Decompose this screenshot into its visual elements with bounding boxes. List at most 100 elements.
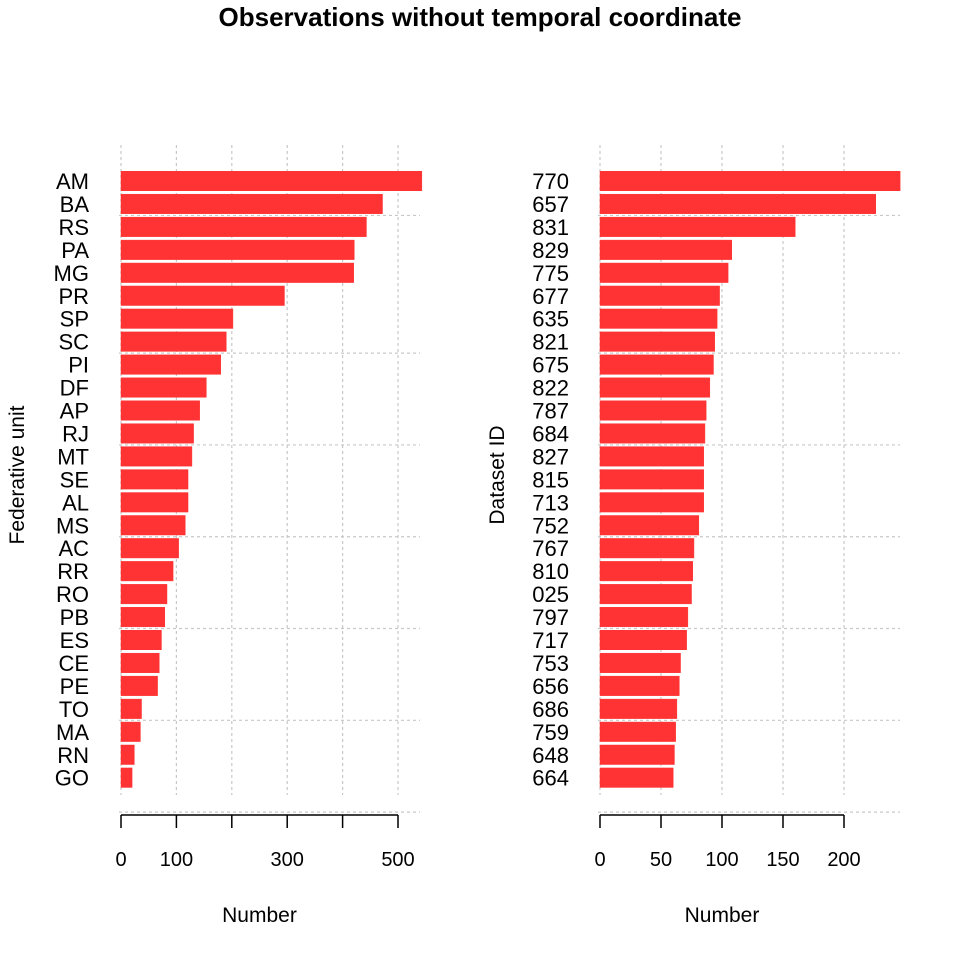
category-label: 822	[532, 376, 569, 401]
bar	[599, 538, 695, 559]
category-label: AM	[56, 169, 89, 194]
bar	[120, 607, 166, 628]
bar	[120, 652, 160, 673]
x-tick-label: 100	[160, 849, 193, 871]
bar	[599, 515, 700, 536]
category-label: PA	[61, 238, 89, 263]
category-label: TO	[59, 697, 89, 722]
bar	[120, 538, 179, 559]
x-tick-label: 500	[381, 849, 414, 871]
category-label: 815	[532, 467, 569, 492]
bar	[599, 652, 681, 673]
bar	[120, 698, 142, 719]
bar	[599, 331, 715, 352]
category-label: BA	[60, 192, 90, 217]
bar	[120, 377, 207, 398]
bar	[599, 698, 678, 719]
chart-panel-2: 7706578318297756776358216758227876848278…	[486, 145, 901, 927]
category-label: AP	[60, 399, 89, 424]
category-label: RS	[58, 215, 89, 240]
bar	[599, 630, 687, 650]
bar	[599, 423, 706, 444]
category-label: 767	[532, 536, 569, 561]
bar	[599, 492, 704, 513]
category-label: 657	[532, 192, 569, 217]
category-label: 025	[532, 582, 569, 607]
category-label: 635	[532, 307, 569, 332]
category-label: 753	[532, 651, 569, 676]
category-label: PE	[60, 674, 89, 699]
category-label: 713	[532, 490, 569, 515]
bar	[599, 262, 729, 283]
x-tick-label: 0	[594, 849, 605, 871]
category-label: SC	[58, 330, 89, 355]
bar	[120, 216, 367, 237]
bar	[599, 607, 689, 628]
category-label: PI	[68, 353, 89, 378]
bar	[599, 721, 676, 742]
category-label: 648	[532, 743, 569, 768]
category-label: AC	[58, 536, 89, 561]
chart-title: Observations without temporal coordinate	[218, 2, 742, 32]
category-label: 797	[532, 605, 569, 630]
bar	[120, 630, 162, 650]
bar	[120, 354, 221, 375]
category-label: 829	[532, 238, 569, 263]
category-label: 770	[532, 169, 569, 194]
category-label: RO	[56, 582, 89, 607]
category-label: 759	[532, 720, 569, 745]
category-label: 717	[532, 628, 569, 653]
category-label: CE	[58, 651, 89, 676]
category-label: MG	[54, 261, 89, 286]
chart-panel-1: AMBARSPAMGPRSPSCPIDFAPRJMTSEALMSACRRROPB…	[6, 145, 423, 927]
bar	[120, 193, 383, 214]
category-label: 827	[532, 444, 569, 469]
category-label: 821	[532, 330, 569, 355]
bar	[599, 308, 718, 329]
bar	[120, 308, 234, 329]
bar	[599, 584, 692, 605]
bar	[599, 216, 796, 237]
bar	[120, 767, 133, 788]
bar	[599, 400, 707, 421]
category-label: 831	[532, 215, 569, 240]
x-axis-label: Number	[222, 904, 297, 927]
x-tick-label: 300	[271, 849, 304, 871]
category-label: 686	[532, 697, 569, 722]
x-tick-label: 0	[115, 849, 126, 871]
bar	[599, 171, 901, 191]
bar	[120, 675, 158, 696]
bar	[120, 744, 135, 765]
category-label: RJ	[62, 421, 89, 446]
category-label: 664	[532, 766, 569, 791]
category-label: RN	[57, 743, 89, 768]
category-label: 752	[532, 513, 569, 538]
bar	[120, 171, 423, 191]
bar	[120, 423, 194, 444]
category-label: 684	[532, 421, 569, 446]
bar	[599, 446, 704, 467]
bar	[120, 492, 189, 513]
bar	[599, 354, 714, 375]
x-tick-label: 150	[766, 849, 799, 871]
bar	[120, 446, 193, 467]
bar	[120, 515, 186, 536]
bar	[599, 561, 693, 582]
bar	[599, 193, 876, 214]
x-axis-label: Number	[685, 904, 760, 927]
bar	[120, 561, 174, 582]
category-label: 787	[532, 399, 569, 424]
category-label: MS	[56, 513, 89, 538]
bar	[599, 469, 704, 490]
bar	[599, 675, 680, 696]
category-label: GO	[55, 766, 89, 791]
category-label: SP	[60, 307, 89, 332]
bar	[599, 744, 675, 765]
bar	[120, 721, 141, 742]
bar	[599, 239, 733, 260]
bar	[120, 400, 200, 421]
bar	[120, 584, 168, 605]
category-label: 677	[532, 284, 569, 309]
